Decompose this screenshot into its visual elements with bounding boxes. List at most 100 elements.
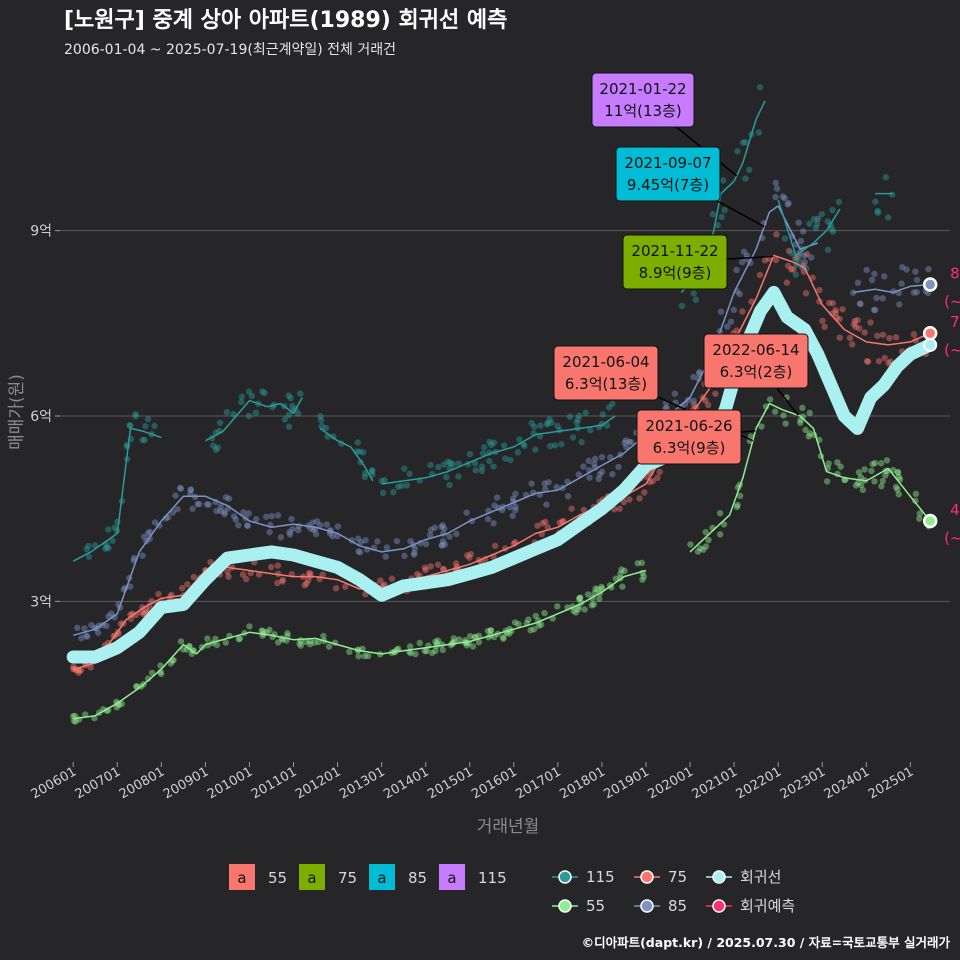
data-point: [857, 300, 864, 308]
data-point: [170, 656, 177, 664]
data-point: [548, 419, 555, 426]
y-tick-label: 3억: [30, 594, 52, 610]
data-point: [362, 537, 369, 544]
data-point: [432, 647, 439, 655]
data-point: [491, 542, 499, 550]
end-point-75: [922, 325, 938, 341]
data-point: [78, 634, 85, 642]
end-label-value: 73,400: [950, 313, 960, 331]
data-point: [453, 530, 460, 538]
data-point: [514, 449, 522, 456]
data-point: [795, 257, 803, 265]
data-point: [255, 571, 263, 578]
x-tick-label: 201501: [425, 764, 475, 802]
data-point: [690, 290, 697, 297]
data-point: [879, 477, 886, 485]
data-point: [301, 582, 308, 589]
data-point: [772, 256, 780, 264]
x-tick-label: 201901: [602, 764, 652, 802]
data-point: [398, 482, 405, 490]
data-point: [806, 220, 813, 228]
data-point: [463, 642, 471, 649]
callout-price: 6.3억(13층): [565, 375, 647, 393]
series-line-115: [72, 427, 162, 562]
data-point: [835, 198, 843, 206]
data-point: [873, 294, 880, 302]
data-point: [205, 501, 212, 508]
data-point: [213, 641, 221, 649]
data-point: [690, 373, 697, 381]
data-point: [541, 609, 548, 617]
data-point: [780, 412, 787, 419]
data-point: [875, 358, 883, 365]
data-point: [716, 509, 724, 517]
data-point: [212, 635, 219, 643]
data-point: [274, 512, 282, 519]
data-point: [799, 404, 806, 412]
data-point: [221, 508, 228, 516]
data-point: [407, 649, 414, 657]
data-point: [245, 510, 252, 517]
data-point: [829, 228, 837, 235]
data-point: [332, 585, 340, 592]
series-line-115: [777, 199, 841, 257]
data-point: [772, 193, 779, 201]
x-tick-label: 202201: [734, 764, 784, 802]
data-point: [591, 464, 599, 471]
data-point: [388, 575, 396, 582]
data-point: [590, 601, 598, 608]
data-point: [253, 516, 260, 523]
data-point: [599, 411, 606, 418]
data-point: [306, 638, 314, 645]
data-point: [690, 397, 697, 404]
data-point: [500, 635, 507, 642]
data-point: [274, 639, 282, 646]
legend-swatch: [439, 864, 465, 890]
data-point: [809, 274, 816, 281]
end-points: [922, 277, 938, 529]
data-point: [854, 316, 861, 324]
data-point: [857, 474, 865, 481]
data-point: [884, 214, 892, 221]
data-point: [103, 707, 110, 714]
x-tick-label: 201701: [513, 764, 563, 802]
data-point: [446, 481, 453, 489]
data-point: [889, 191, 896, 198]
data-point: [801, 258, 808, 266]
data-point: [267, 563, 275, 571]
data-point: [581, 606, 588, 613]
data-point: [317, 521, 324, 529]
data-point: [87, 664, 94, 671]
data-point: [167, 660, 175, 667]
legend: a 55 a 75 a 85 a 115 115 75 회귀선 55 85 회귀예측: [229, 864, 795, 915]
data-point: [416, 639, 423, 647]
data-point: [802, 426, 809, 434]
end-label-value: 42,950: [950, 501, 960, 519]
data-point: [736, 290, 743, 298]
data-point: [797, 419, 804, 427]
x-axis-label: 거래년월: [477, 817, 540, 837]
callout-date: 2021-09-07: [624, 154, 711, 172]
data-point: [235, 635, 243, 643]
data-point: [586, 474, 593, 481]
data-point: [854, 279, 862, 286]
data-point: [478, 463, 486, 470]
legend-label: 115: [478, 869, 507, 887]
data-point: [383, 544, 391, 551]
data-point: [223, 408, 230, 416]
data-point: [534, 522, 541, 529]
data-point: [287, 394, 294, 402]
data-point: [619, 583, 626, 590]
data-point: [810, 216, 818, 223]
data-point: [238, 393, 246, 401]
data-point: [881, 273, 888, 280]
data-point: [512, 503, 519, 511]
data-point: [712, 390, 719, 397]
x-tick-label: 201201: [293, 764, 343, 802]
data-point: [151, 422, 158, 430]
data-point: [736, 492, 744, 500]
data-point: [259, 388, 266, 395]
end-labels: 81,280 (~85㎡) 73,400 (~75㎡) 42,950 (~55㎡): [944, 265, 960, 548]
data-point: [455, 473, 462, 480]
data-point: [870, 306, 878, 314]
